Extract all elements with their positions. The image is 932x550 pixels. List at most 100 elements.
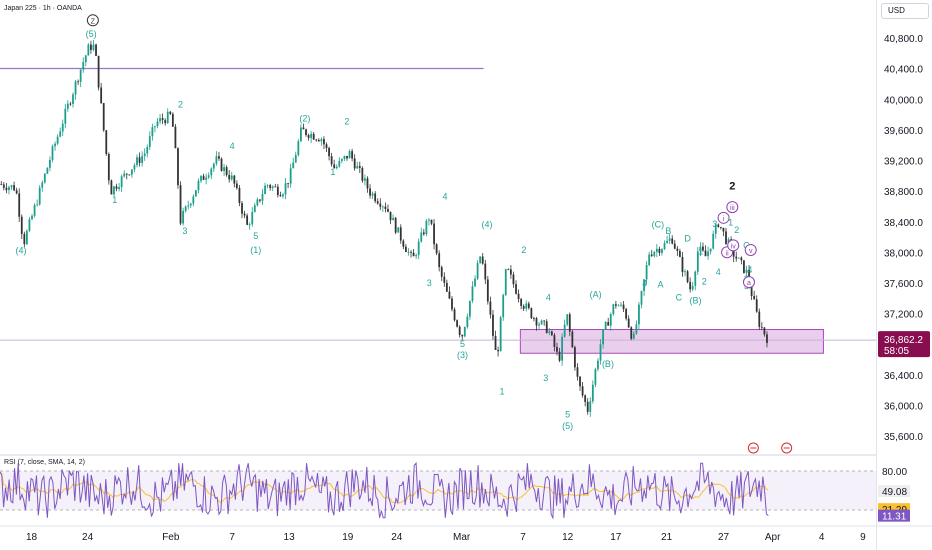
candle-body <box>381 206 384 208</box>
wave-label: 4 <box>230 141 235 151</box>
candle-body <box>653 251 656 256</box>
candle-body <box>625 309 628 319</box>
candle-body <box>535 318 538 326</box>
candle-body <box>740 257 743 261</box>
time-tick-label: 12 <box>562 532 574 543</box>
candle-body <box>366 178 369 189</box>
candle-body <box>312 133 315 140</box>
candle-body <box>115 186 118 189</box>
candle-body <box>10 185 13 188</box>
candle-body <box>440 267 443 277</box>
candle-body <box>679 250 681 257</box>
candle-body <box>737 257 740 259</box>
currency-selector[interactable]: USD <box>881 3 929 19</box>
candle-body <box>261 194 264 201</box>
candle-body <box>87 44 90 56</box>
candle-body <box>394 217 397 233</box>
candle-body <box>584 395 587 402</box>
candle-body <box>128 174 131 176</box>
candle-body <box>338 160 341 167</box>
candle-body <box>154 126 156 128</box>
candle-body <box>438 253 441 268</box>
candle-body <box>287 183 289 184</box>
wave-label: 5 <box>253 231 258 241</box>
wave-label: 1 <box>728 217 733 227</box>
candle-body <box>294 154 297 163</box>
candle-body <box>156 121 159 127</box>
candle-body <box>486 279 489 302</box>
candle-body <box>522 305 525 309</box>
time-tick-label: 13 <box>284 532 296 543</box>
candle-body <box>266 185 269 186</box>
candle-body <box>197 180 200 191</box>
candle-body <box>397 227 400 233</box>
candle-body <box>340 158 343 161</box>
candle-body <box>182 210 185 224</box>
candle-body <box>499 317 502 352</box>
candle-body <box>609 314 612 326</box>
candle-body <box>699 246 702 252</box>
candle-body <box>463 326 466 337</box>
time-tick-label: 18 <box>26 532 38 543</box>
candle-body <box>23 233 26 245</box>
candle-body <box>402 240 405 247</box>
candle-body <box>146 147 149 154</box>
candle-body <box>520 298 523 306</box>
candle-body <box>171 113 174 127</box>
candle-body <box>259 199 261 201</box>
wave-label: 2 <box>521 245 526 255</box>
candle-body <box>666 240 668 244</box>
time-tick-label: Mar <box>453 532 471 543</box>
candle-body <box>581 386 584 396</box>
candle-body <box>120 176 123 188</box>
candle-body <box>61 123 64 132</box>
candle-body <box>105 130 108 155</box>
candle-body <box>253 205 256 213</box>
candle-body <box>143 153 146 157</box>
candle-body <box>223 167 225 171</box>
candle-body <box>15 190 18 194</box>
wave-label: 3 <box>712 219 717 229</box>
candle-body <box>420 232 423 242</box>
candle-body <box>100 87 103 104</box>
candle-body <box>453 309 456 321</box>
rsi-tick-label: 49.08 <box>882 487 907 498</box>
wave-label: (3) <box>457 350 468 360</box>
candle-body <box>591 384 594 402</box>
time-tick-label: 4 <box>819 532 825 543</box>
candle-body <box>161 118 164 121</box>
candle-body <box>233 175 236 184</box>
candle-body <box>545 321 548 333</box>
candle-body <box>320 139 323 142</box>
candle-body <box>299 127 302 142</box>
wave-label: 2 <box>178 100 183 110</box>
candle-body <box>356 165 359 169</box>
candle-body <box>179 185 182 224</box>
wave-label: (4) <box>482 220 493 230</box>
candle-body <box>79 69 82 82</box>
candle-body <box>369 188 371 196</box>
candle-body <box>696 251 699 272</box>
candle-body <box>663 243 666 250</box>
candle-body <box>494 335 497 350</box>
candle-body <box>282 194 284 197</box>
candle-body <box>548 331 551 333</box>
candle-body <box>276 186 279 196</box>
candle-body <box>507 269 510 270</box>
candle-body <box>335 166 338 169</box>
price-tick-label: 40,000.0 <box>884 95 923 106</box>
candle-body <box>207 175 210 178</box>
wave-circle <box>86 14 99 27</box>
candle-body <box>133 165 136 170</box>
candle-body <box>25 230 28 245</box>
candle-body <box>248 224 251 226</box>
candle-body <box>533 318 535 319</box>
candle-body <box>43 173 46 183</box>
wave-circle <box>717 211 730 224</box>
candle-body <box>56 136 59 144</box>
candle-body <box>525 303 528 309</box>
candle-body <box>727 239 730 244</box>
wave-label: 3 <box>427 278 432 288</box>
time-tick-label: 21 <box>661 532 673 543</box>
